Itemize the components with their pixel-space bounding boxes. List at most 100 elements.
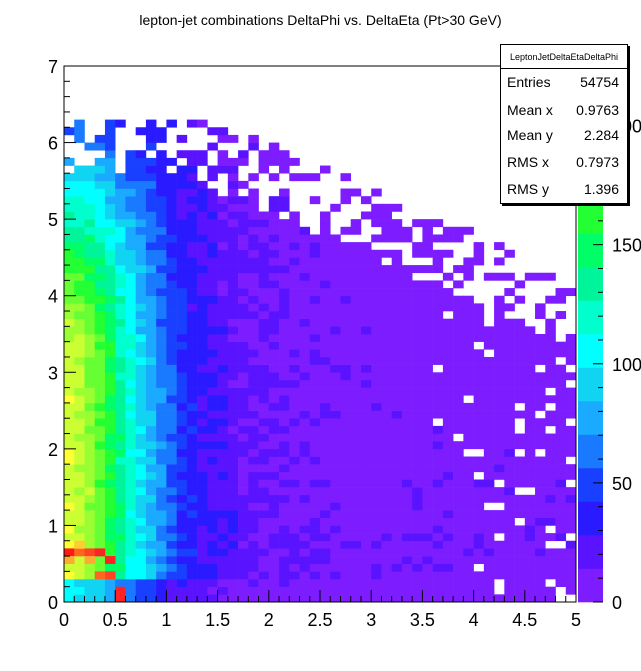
colorbar-segment: [578, 401, 603, 435]
heatmap-cell: [350, 418, 362, 427]
heatmap-cell: [279, 556, 290, 565]
heatmap-cell: [156, 150, 167, 159]
heatmap-cell: [258, 517, 270, 526]
heatmap-cell: [473, 379, 485, 388]
heatmap-cell: [391, 548, 403, 557]
heatmap-cell: [145, 517, 157, 526]
heatmap-cell: [391, 402, 403, 411]
heatmap-cell: [412, 356, 423, 365]
heatmap-cell: [524, 410, 536, 419]
heatmap-cell: [391, 311, 403, 319]
heatmap-cell: [217, 379, 229, 388]
heatmap-cell: [279, 257, 290, 266]
heatmap-cell: [84, 395, 96, 404]
heatmap-cell: [145, 334, 157, 342]
heatmap-cell: [371, 280, 382, 289]
heatmap-cell: [238, 226, 249, 235]
heatmap-cell: [340, 579, 352, 587]
heatmap-cell: [94, 165, 106, 174]
heatmap-cell: [483, 548, 495, 557]
heatmap-cell: [125, 265, 136, 274]
heatmap-cell: [309, 540, 321, 549]
heatmap-cell: [442, 372, 454, 381]
heatmap-cell: [268, 448, 280, 457]
heatmap-cell: [176, 418, 188, 427]
heatmap-cell: [217, 311, 229, 319]
heatmap-cell: [555, 288, 567, 297]
heatmap-cell: [371, 402, 382, 411]
heatmap-cell: [104, 517, 116, 526]
heatmap-cell: [524, 502, 536, 511]
heatmap-cell: [258, 349, 270, 358]
heatmap-cell: [176, 464, 188, 473]
heatmap-cell: [156, 502, 167, 511]
heatmap-cell: [176, 173, 188, 182]
heatmap-cell: [360, 571, 372, 580]
heatmap-cell: [432, 280, 444, 289]
heatmap-cell: [545, 326, 556, 335]
heatmap-cell: [238, 548, 249, 557]
heatmap-cell: [391, 334, 403, 342]
heatmap-cell: [555, 556, 567, 565]
heatmap-cell: [104, 448, 116, 457]
heatmap-cell: [186, 173, 198, 182]
heatmap-cell: [207, 127, 218, 136]
heatmap-cell: [74, 334, 85, 342]
heatmap-cell: [340, 418, 352, 427]
heatmap-cell: [565, 349, 577, 358]
heatmap-cell: [524, 525, 536, 534]
heatmap-cell: [268, 540, 280, 549]
heatmap-cell: [156, 387, 167, 396]
heatmap-cell: [391, 257, 403, 266]
heatmap-cell: [463, 272, 474, 281]
heatmap-cell: [371, 540, 382, 549]
heatmap-cell: [279, 510, 290, 519]
heatmap-cell: [197, 334, 208, 342]
heatmap-cell: [104, 303, 116, 312]
heatmap-cell: [289, 288, 300, 297]
heatmap-cell: [248, 441, 259, 450]
heatmap-cell: [238, 410, 249, 419]
heatmap-cell: [197, 219, 208, 228]
heatmap-cell: [166, 410, 177, 419]
heatmap-cell: [535, 525, 546, 534]
heatmap-cell: [381, 387, 392, 396]
heatmap-cell: [340, 303, 352, 312]
heatmap-cell: [381, 418, 392, 427]
heatmap-cell: [412, 341, 423, 350]
heatmap-cell: [463, 295, 474, 304]
heatmap-cell: [391, 586, 403, 595]
heatmap-cell: [74, 494, 85, 503]
heatmap-cell: [565, 540, 577, 549]
heatmap-cell: [565, 433, 577, 442]
heatmap-cell: [74, 510, 85, 519]
heatmap-cell: [309, 265, 321, 274]
heatmap-cell: [422, 418, 433, 427]
heatmap-cell: [258, 433, 270, 442]
heatmap-cell: [166, 586, 177, 595]
heatmap-cell: [74, 364, 85, 373]
heatmap-cell: [64, 288, 75, 297]
heatmap-cell: [94, 402, 106, 411]
heatmap-cell: [238, 579, 249, 587]
heatmap-cell: [166, 379, 177, 388]
heatmap-cell: [483, 425, 495, 434]
heatmap-cell: [268, 379, 280, 388]
heatmap-cell: [483, 579, 495, 587]
heatmap-cell: [135, 479, 147, 488]
heatmap-cell: [535, 494, 546, 503]
heatmap-cell: [422, 288, 433, 297]
heatmap-cell: [494, 456, 505, 465]
heatmap-cell: [94, 188, 106, 197]
heatmap-cell: [176, 303, 188, 312]
heatmap-cell: [166, 418, 177, 427]
heatmap-cell: [197, 341, 208, 350]
heatmap-cell: [125, 226, 136, 235]
heatmap-cell: [74, 257, 85, 266]
heatmap-cell: [238, 387, 249, 396]
heatmap-cell: [248, 242, 259, 251]
x-tick-label: 3.5: [410, 610, 435, 630]
heatmap-cell: [545, 479, 556, 488]
heatmap-cell: [453, 387, 464, 396]
heatmap-cell: [360, 318, 372, 327]
